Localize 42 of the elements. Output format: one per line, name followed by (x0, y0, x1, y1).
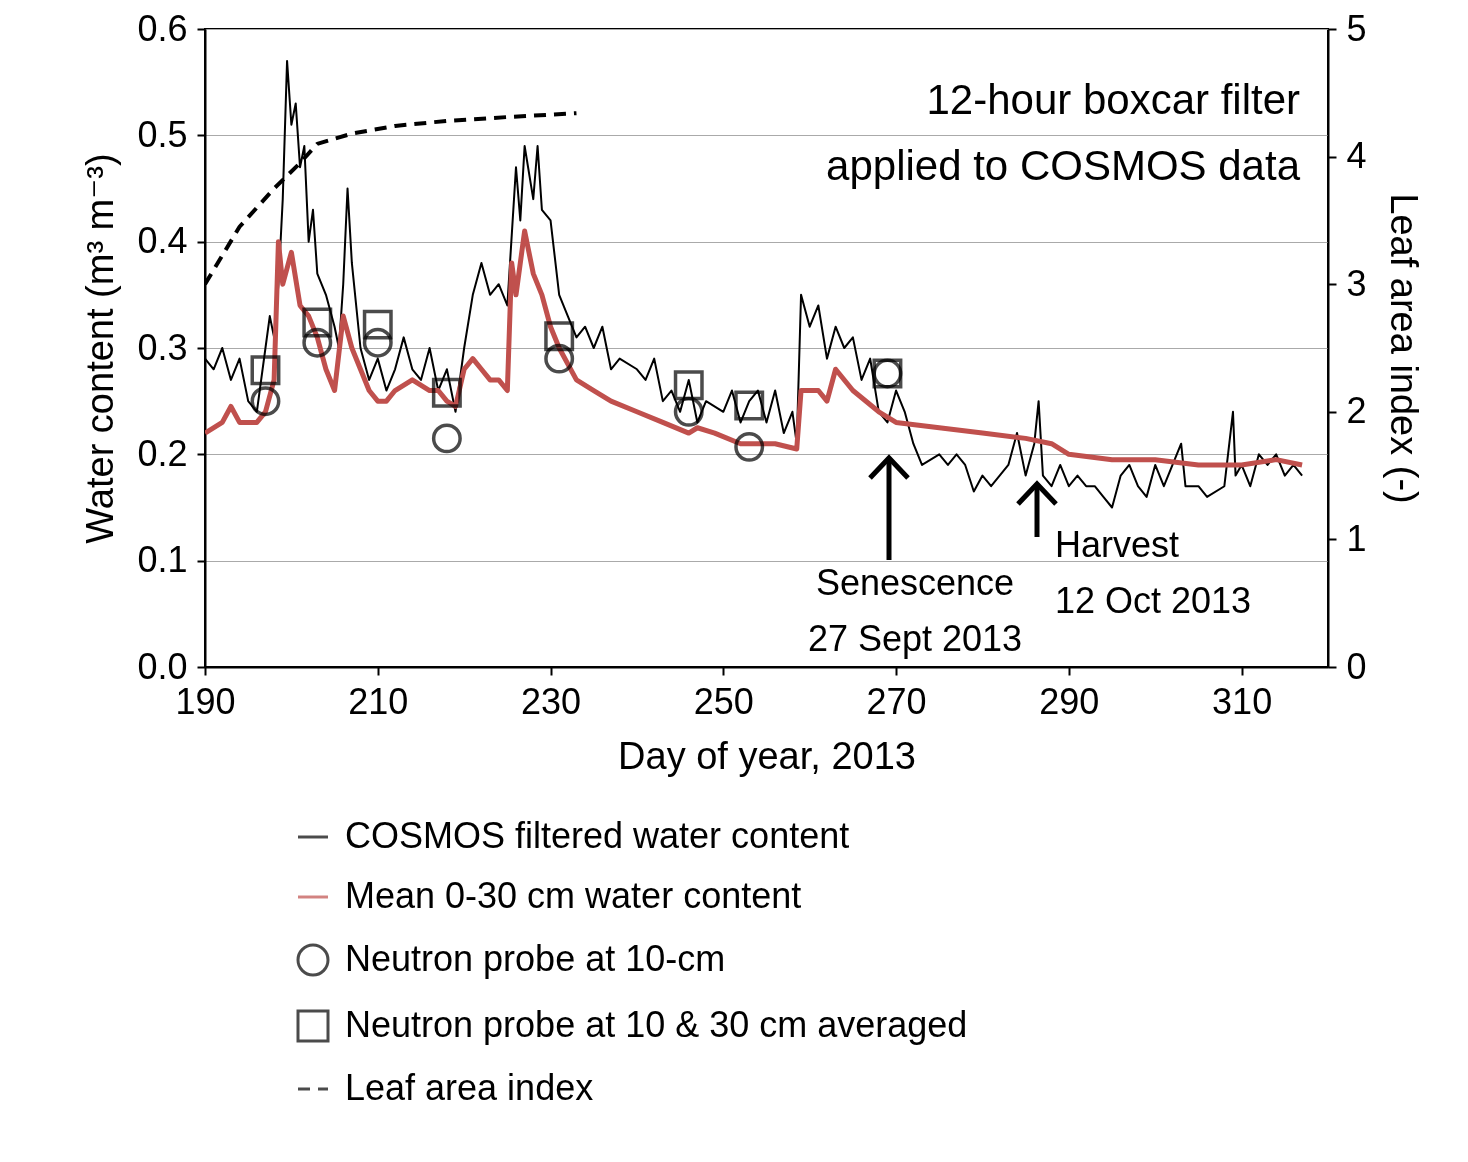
y2-tick-label: 3 (1346, 262, 1367, 304)
y-tick-label: 0.4 (137, 220, 188, 262)
x-tick-label: 230 (521, 680, 582, 722)
x-tick-label: 250 (693, 680, 754, 722)
x-tick-label: 210 (348, 680, 409, 722)
point (431, 377, 462, 408)
point (734, 390, 765, 421)
point (544, 321, 575, 352)
annotation: 12-hour boxcar filter applied to COSMOS data (826, 76, 1301, 189)
legend-label: Mean 0-30 cm water content (345, 875, 802, 916)
y-tick-label: 0.6 (137, 7, 188, 49)
y-tick-label: 0.3 (137, 326, 188, 368)
y2-tick-label: 4 (1346, 135, 1367, 177)
y2-tick-label: 1 (1346, 517, 1367, 559)
point (302, 307, 333, 338)
point (673, 370, 704, 401)
x-tick-label: 270 (866, 680, 927, 722)
y2-tick-label: 5 (1346, 7, 1367, 49)
point (250, 355, 281, 386)
legend-label: COSMOS filtered water content (345, 815, 850, 856)
y2-tick-label: 2 (1346, 390, 1367, 432)
y-tick-label: 0.5 (137, 113, 188, 155)
y2-tick-label: 0 (1346, 645, 1367, 687)
annotation: Senescence 27 Sept 2013 (807, 562, 1023, 659)
point (544, 343, 575, 374)
x-tick-label: 310 (1212, 680, 1273, 722)
y-tick-label: 0.2 (137, 432, 188, 474)
x-axis-title: Day of year, 2013 (618, 734, 916, 777)
x-tick-label: 290 (1039, 680, 1100, 722)
point (734, 431, 765, 462)
point (362, 309, 393, 340)
y2-axis-title: Leaf area index (-) (1382, 193, 1425, 504)
y-tick-label: 0.1 (137, 539, 188, 581)
y-axis-title: Water content (m³ m⁻³) (79, 153, 122, 544)
legend-label: Neutron probe at 10 & 30 cm averaged (345, 1004, 968, 1045)
point (431, 423, 462, 454)
annotation: Harvest 12 Oct 2013 (1055, 524, 1252, 621)
point (362, 327, 393, 358)
point (250, 386, 281, 417)
legend-label: Neutron probe at 10-cm (345, 938, 726, 979)
point (302, 327, 333, 358)
legend-label: Leaf area index (345, 1067, 594, 1108)
